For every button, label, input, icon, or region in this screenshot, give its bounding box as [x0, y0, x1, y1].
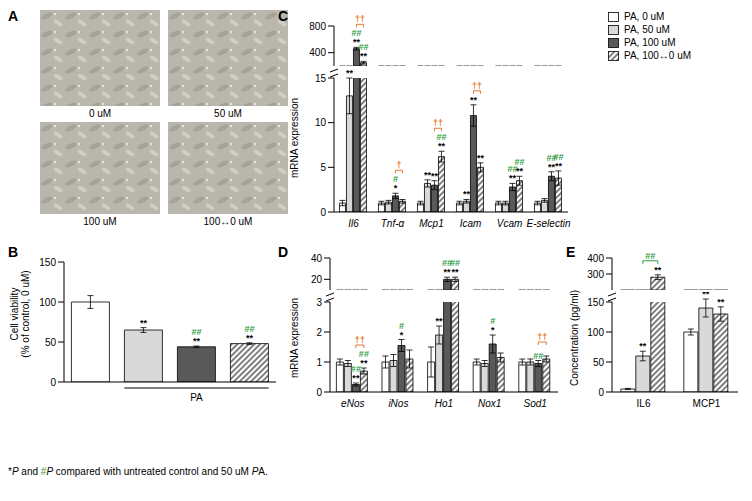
- html-text:C: C: [278, 8, 289, 24]
- svg-text:20: 20: [311, 274, 323, 285]
- svg-text:##: ##: [450, 258, 460, 268]
- svg-text:Vcam: Vcam: [497, 218, 523, 229]
- svg-text:**: **: [516, 166, 524, 176]
- svg-text:**: **: [193, 336, 201, 346]
- html-text:PA, 100 uM: PA, 100 uM: [624, 37, 676, 48]
- svg-text:##: ##: [436, 132, 446, 142]
- svg-text:††: ††: [472, 81, 482, 91]
- svg-text:**: **: [346, 68, 354, 78]
- svg-text:400: 400: [309, 47, 326, 58]
- svg-text:**: **: [436, 316, 444, 326]
- html-text:PA, 100↔0 uM: PA, 100↔0 uM: [624, 50, 692, 61]
- svg-text:##: ##: [191, 327, 201, 337]
- svg-text:**: **: [463, 189, 471, 199]
- svg-text:E-selectin: E-selectin: [527, 218, 571, 229]
- svg-text:10: 10: [315, 117, 327, 128]
- svg-text:100: 100: [39, 297, 56, 308]
- svg-text:**: **: [352, 373, 360, 383]
- svg-text:150: 150: [39, 257, 56, 268]
- svg-text:100: 100: [587, 327, 604, 338]
- html-text:mRNA expression: mRNA expression: [288, 98, 300, 178]
- svg-text:##: ##: [553, 152, 563, 162]
- svg-text:#: #: [490, 316, 495, 326]
- svg-text:800: 800: [309, 21, 326, 32]
- svg-text:2: 2: [316, 327, 322, 338]
- svg-text:††: ††: [537, 332, 547, 342]
- svg-text:**: **: [702, 292, 710, 299]
- svg-text:Ho1: Ho1: [435, 398, 453, 409]
- svg-text:**: **: [246, 333, 254, 343]
- svg-text:Nox1: Nox1: [478, 398, 501, 409]
- html-text:PA, 0 uM: PA, 0 uM: [624, 11, 665, 22]
- svg-text:††: ††: [355, 335, 365, 345]
- html-text:100 uM: 100 uM: [83, 216, 117, 227]
- svg-text:**: **: [639, 341, 647, 351]
- svg-text:**: **: [360, 358, 368, 368]
- svg-text:**: **: [452, 267, 460, 277]
- svg-text:0: 0: [598, 387, 604, 398]
- svg-text:*: *: [394, 183, 398, 193]
- html-text:0 uM: 0 uM: [88, 108, 112, 119]
- svg-text:##: ##: [645, 251, 655, 261]
- svg-text:50: 50: [45, 337, 57, 348]
- svg-text:3: 3: [316, 297, 322, 308]
- svg-text:40: 40: [311, 253, 323, 264]
- html-text:PA, 50 uM: PA, 50 uM: [624, 24, 670, 35]
- svg-text:150: 150: [587, 297, 604, 308]
- html-text:mRNA expression: mRNA expression: [288, 298, 300, 378]
- svg-text:**: **: [470, 95, 478, 105]
- html-text:Cell viability (% of control,: Cell viability (% of control, 0 uM): [9, 270, 31, 358]
- svg-text:300: 300: [587, 269, 604, 280]
- svg-text:##: ##: [244, 324, 254, 334]
- svg-text:15: 15: [315, 73, 327, 84]
- svg-text:**: **: [431, 171, 439, 181]
- svg-text:††: ††: [355, 14, 365, 24]
- svg-text:**: **: [717, 297, 725, 307]
- html-text:100↔0 uM: 100↔0 uM: [203, 216, 253, 227]
- svg-text:#: #: [393, 174, 398, 184]
- html-text:D: D: [278, 244, 289, 260]
- svg-text:Sod1: Sod1: [524, 398, 547, 409]
- svg-text:400: 400: [587, 253, 604, 264]
- svg-text:**: **: [444, 267, 452, 277]
- svg-text:Icam: Icam: [460, 218, 482, 229]
- svg-text:##: ##: [514, 157, 524, 167]
- svg-text:##: ##: [358, 42, 368, 52]
- svg-text:**: **: [555, 161, 563, 171]
- svg-text:Il6: Il6: [348, 218, 359, 229]
- html-text:B: B: [8, 244, 19, 260]
- svg-text:**: **: [360, 51, 368, 61]
- svg-text:†: †: [396, 160, 401, 170]
- svg-text:**: **: [438, 141, 446, 151]
- svg-text:##: ##: [533, 351, 543, 361]
- svg-text:*: *: [491, 325, 495, 335]
- html-text:* P a n d # P c o m p a r e d: * P a n d # P c o m p a r e d w i t h u …: [8, 466, 268, 477]
- svg-text:**: **: [140, 318, 148, 328]
- svg-text:0: 0: [320, 207, 326, 218]
- svg-text:1: 1: [316, 357, 322, 368]
- svg-text:0: 0: [316, 387, 322, 398]
- svg-text:MCP1: MCP1: [693, 398, 721, 409]
- svg-text:0: 0: [50, 377, 56, 388]
- svg-text:Tnf-α: Tnf-α: [381, 218, 405, 229]
- svg-text:PA: PA: [190, 392, 203, 403]
- svg-text:##: ##: [351, 28, 361, 38]
- svg-text:50: 50: [593, 357, 605, 368]
- svg-text:iNos: iNos: [388, 398, 408, 409]
- svg-text:††: ††: [433, 118, 443, 128]
- html-text:Concentration (pg/ml): Concentration (pg/ml): [568, 289, 580, 387]
- html-text:50 uM: 50 uM: [214, 108, 242, 119]
- svg-text:5: 5: [320, 162, 326, 173]
- svg-text:##: ##: [359, 349, 369, 359]
- svg-text:**: **: [654, 265, 662, 275]
- svg-text:Mcp1: Mcp1: [419, 218, 443, 229]
- html-text:A: A: [8, 8, 19, 24]
- svg-text:*: *: [400, 330, 404, 340]
- svg-text:eNos: eNos: [341, 398, 364, 409]
- svg-text:#: #: [399, 321, 404, 331]
- html-text:E: E: [566, 244, 576, 260]
- svg-text:**: **: [477, 153, 485, 163]
- svg-text:IL6: IL6: [637, 398, 651, 409]
